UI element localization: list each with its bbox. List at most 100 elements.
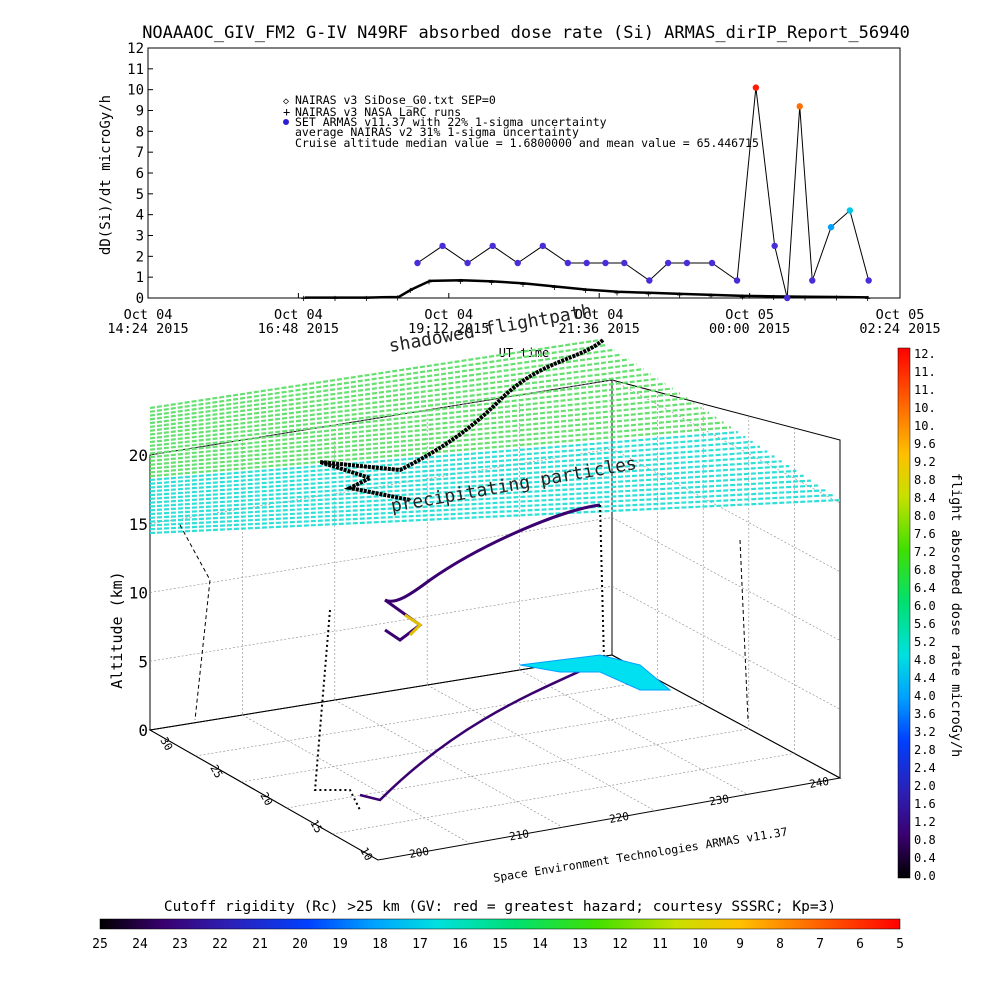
right-colorbar-tick: 0.4 [914,851,936,865]
right-colorbar-tick: 2.8 [914,743,936,757]
dose-rate-flightpath-line [384,503,601,642]
grid-line [149,517,613,593]
particle-sheet-row [149,397,688,455]
grid-line [149,585,613,662]
bottom-colorbar-ticks: 25 24 23 22 21 20 19 18 17 16 15 14 13 12 11 10 9 8 7 6 5 [92,937,904,952]
particle-sheet-row [149,416,717,470]
3d-latitude-ticks: 10 15 20 25 30 [157,735,375,863]
bottom-colorbar-tick: 22 [212,937,228,952]
series-nairas-point: + [802,293,808,304]
right-colorbar-tick: 2.4 [914,761,936,775]
particle-sheet-row [149,358,630,425]
top-x-tick-label: 00:00 2015 [709,321,790,337]
longitude-tick-label: 200 [408,845,430,861]
right-colorbar-tick: 5.6 [914,617,936,631]
bottom-colorbar-tick: 17 [412,937,428,952]
series-nairas-point: + [520,279,526,290]
longitude-tick-label: 230 [708,792,730,808]
precipitating-particles-sheet [149,338,841,535]
grid-line [286,728,749,809]
particle-sheet-row [149,411,710,466]
bottom-colorbar-tick: 10 [692,937,708,952]
top-x-tick-label: 14:24 2015 [107,321,188,337]
latitude-tick-label: 25 [207,763,225,781]
bottom-colorbar-tick: 24 [132,937,148,952]
series-nairas-point: + [332,294,338,305]
grid-line [195,679,658,757]
series-nairas-point: + [739,292,745,303]
legend-entry-1: NAIRAS v3 NASA LaRC runs [295,105,461,119]
series-armas-point [514,259,521,267]
shadowed-flightpath-line [319,338,605,502]
particle-sheet-row [149,363,637,429]
top-x-tick-label: Oct 04 [274,307,323,323]
right-colorbar-tick: 8.4 [914,491,936,505]
series-armas-point [602,259,609,267]
right-colorbar-tick: 8.8 [914,473,936,487]
top-x-tick-label: 16:48 2015 [258,321,339,337]
dose-rate-flightpath-highlight [404,613,423,637]
right-colorbar: 0.0 0.4 0.8 1.2 1.6 2.0 2.4 2.8 3.2 3.6 4.0 4.4 4.8 5… [897,347,964,883]
legend-entry-3: average NAIRAS v2 31% 1-sigma uncertaint… [295,125,579,139]
top-chart-frame [147,47,901,299]
particle-sheet-row [149,489,826,527]
particle-sheet-row [149,382,666,444]
legend-entry-0: NAIRAS v3 SiDose_G0.txt SEP=0 [295,93,496,107]
top-y-tick-label: 2 [136,249,144,265]
series-nairas-point: + [677,290,683,301]
right-colorbar-tick: 10. [914,401,936,415]
top-y-tick-label: 3 [136,229,144,245]
bottom-colorbar: Cutoff rigidity (Rc) >25 km (GV: red = g… [92,899,904,952]
latitude-tick-label: 15 [307,818,325,836]
top-y-tick-label: 5 [136,187,144,203]
right-colorbar-tick: 12. [914,347,936,361]
right-colorbar-tick: 0.0 [914,869,936,883]
series-armas-point [771,242,778,250]
3d-altitude-label: Altitude (km) [108,571,126,688]
right-colorbar-tick: 6.0 [914,599,936,613]
longitude-tick-label: 220 [608,810,630,826]
series-armas-point [708,259,716,267]
top-y-tick-label: 9 [136,104,144,120]
particle-sheet-row [149,474,804,516]
top-y-tick-label: 0 [136,291,144,307]
top-y-tick-label: 8 [136,124,144,140]
bottom-colorbar-tick: 7 [816,937,824,952]
3d-flightpath [179,338,749,811]
top-x-tick-label: Oct 04 [424,307,473,323]
right-colorbar-tick: 2.0 [914,779,936,793]
series-armas-point [733,277,741,284]
particle-sheet-row [149,353,622,421]
series-nairas-point: + [614,288,620,299]
series-nairas-point: + [363,294,369,305]
particle-sheet-row [149,377,659,440]
right-colorbar-tick: 6.4 [914,581,936,595]
series-nairas-point: + [708,291,714,302]
particle-sheet-row [149,431,739,482]
top-x-tick-label: Oct 05 [876,307,925,323]
particle-sheet-row [149,367,644,432]
top-y-tick-label: 7 [136,145,144,161]
particle-sheet-row [149,401,695,459]
annotation-credit: Space Environment Technologies ARMAS v11… [492,825,788,885]
3d-altitude-ticks: 0 5 10 15 20 [129,446,148,740]
top-x-tick-label: 19:12 2015 [408,321,489,337]
latitude-tick-label: 10 [357,845,375,863]
particle-sheet-row [149,460,782,504]
top-y-tick-label: 4 [136,208,144,224]
right-colorbar-tick: 4.4 [914,671,936,685]
top-y-tick-label: 6 [136,166,144,182]
3d-longitude-ticks: 200 210 220 230 240 [408,775,830,861]
figure-title: NOAAAOC_GIV_FM2 G-IV N49RF absorbed dose… [142,23,910,43]
particle-sheet-row [149,372,652,436]
particle-sheet-row [149,445,761,493]
grid-line [242,714,471,844]
series-armas-point [809,277,816,284]
particle-sheet-row [149,464,790,508]
particle-sheet-row [149,450,768,497]
3d-grid-lines [149,379,841,844]
right-colorbar-tick: 7.2 [914,545,936,559]
